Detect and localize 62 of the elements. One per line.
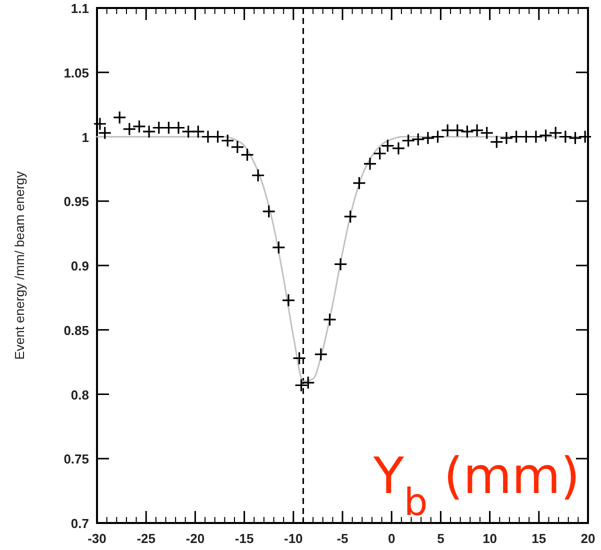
x-tick-label: -5 bbox=[336, 531, 348, 546]
y-tick-label: 0.85 bbox=[64, 322, 89, 338]
point bbox=[230, 140, 244, 154]
x-tick-label: 20 bbox=[580, 531, 596, 546]
point bbox=[352, 176, 366, 190]
y-tick-label: 0.95 bbox=[64, 194, 89, 210]
x-axis-title: Y$_{b}$ (mm) bbox=[372, 447, 580, 524]
point bbox=[480, 126, 494, 140]
x-tick-label: 10 bbox=[482, 531, 498, 546]
point bbox=[344, 210, 358, 224]
point bbox=[450, 124, 464, 138]
point bbox=[292, 351, 306, 365]
point bbox=[294, 378, 308, 392]
x-tick-label: -20 bbox=[186, 531, 205, 546]
point bbox=[262, 204, 276, 218]
point bbox=[568, 131, 582, 145]
y-tick-label: 0.75 bbox=[64, 452, 89, 467]
point bbox=[460, 124, 474, 138]
y-tick-label: 1.05 bbox=[64, 65, 89, 80]
point bbox=[380, 138, 394, 153]
point bbox=[430, 130, 445, 144]
point bbox=[392, 142, 406, 156]
point bbox=[282, 293, 296, 308]
y-axis-title: Event energy /mm/ beam energy bbox=[12, 170, 27, 360]
x-tick-label: -25 bbox=[136, 531, 156, 546]
point bbox=[421, 131, 435, 145]
point bbox=[334, 257, 348, 272]
point bbox=[500, 131, 514, 145]
point bbox=[142, 124, 156, 138]
point bbox=[440, 124, 454, 138]
x-tick-label: 0 bbox=[388, 531, 396, 546]
y-tick-label: 1.1 bbox=[70, 1, 89, 16]
point bbox=[558, 130, 572, 144]
point bbox=[132, 120, 146, 134]
point bbox=[314, 348, 328, 362]
point bbox=[578, 130, 592, 144]
point bbox=[411, 132, 425, 146]
x-tick-label: 15 bbox=[532, 531, 546, 546]
y-tick-label: 0.9 bbox=[70, 258, 89, 274]
point bbox=[112, 110, 126, 124]
point bbox=[373, 146, 387, 160]
point bbox=[401, 134, 416, 148]
point bbox=[548, 126, 562, 140]
point bbox=[322, 312, 337, 326]
point bbox=[220, 134, 234, 148]
point bbox=[122, 122, 136, 136]
y-tick-label: 1 bbox=[82, 130, 89, 145]
point bbox=[470, 124, 484, 138]
point bbox=[301, 376, 315, 390]
point bbox=[538, 128, 553, 142]
point bbox=[240, 148, 254, 162]
point bbox=[363, 156, 377, 171]
point bbox=[490, 135, 504, 149]
x-tick-label: -10 bbox=[284, 531, 303, 546]
x-tick-label: -30 bbox=[88, 531, 106, 546]
x-tick-label: 5 bbox=[437, 531, 444, 546]
point bbox=[272, 240, 286, 254]
point bbox=[251, 168, 265, 182]
point bbox=[191, 124, 205, 138]
y-tick-label: 0.7 bbox=[70, 516, 89, 531]
y-tick-label: 0.8 bbox=[70, 387, 89, 402]
x-tick-label: -15 bbox=[234, 531, 254, 546]
